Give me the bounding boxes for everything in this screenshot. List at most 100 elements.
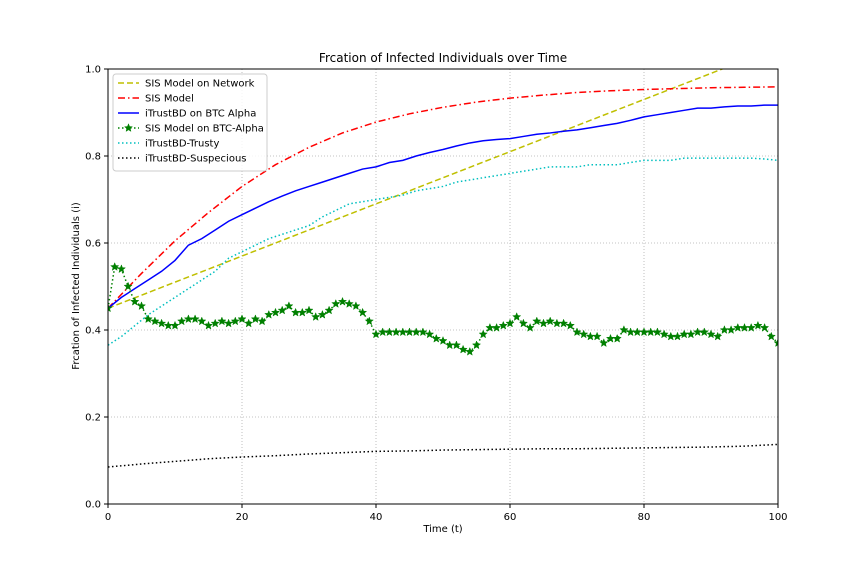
data-point — [156, 318, 167, 328]
series-line — [108, 104, 778, 309]
chart-title: Frcation of Infected Individuals over Ti… — [319, 51, 567, 65]
series-5 — [108, 443, 778, 468]
y-tick-label: 0.4 — [85, 326, 101, 337]
data-point — [759, 322, 770, 332]
data-point — [592, 331, 602, 341]
data-point — [404, 327, 415, 337]
data-point — [458, 344, 468, 354]
legend-label: SIS Model on BTC-Alpha — [145, 124, 264, 135]
data-point — [337, 296, 348, 306]
x-tick-label: 40 — [370, 512, 383, 523]
data-point — [498, 320, 508, 330]
data-point — [465, 346, 475, 356]
series-line — [108, 69, 725, 309]
data-point — [692, 327, 703, 337]
data-point — [558, 318, 569, 328]
data-point — [538, 318, 549, 328]
legend-label: iTrustBD on BTC Alpha — [145, 109, 256, 120]
data-point — [237, 314, 247, 324]
data-point — [646, 327, 656, 337]
data-point — [123, 281, 133, 291]
data-point — [411, 327, 421, 337]
series-line — [108, 86, 778, 309]
data-point — [108, 303, 113, 313]
data-point — [223, 318, 234, 328]
data-point — [257, 316, 267, 326]
legend-label: iTrustBD-Trusty — [145, 139, 219, 150]
legend-label: SIS Model on Network — [145, 79, 255, 90]
data-point — [264, 309, 274, 319]
series-1 — [108, 86, 778, 309]
data-point — [445, 340, 455, 350]
data-point — [357, 307, 368, 317]
series-4 — [108, 157, 778, 346]
data-point — [639, 327, 649, 337]
data-point — [773, 338, 778, 348]
data-point — [418, 327, 428, 337]
data-point — [545, 316, 555, 326]
series-line — [108, 443, 778, 468]
data-point — [612, 333, 622, 343]
data-point — [311, 312, 321, 321]
data-point — [284, 301, 294, 311]
data-point — [585, 331, 596, 341]
data-point — [424, 329, 435, 339]
legend-label: SIS Model — [145, 94, 194, 105]
data-point — [552, 318, 562, 328]
data-point — [250, 314, 261, 324]
data-point — [746, 322, 756, 332]
data-point — [130, 296, 140, 306]
series-3 — [108, 262, 778, 356]
plot-frame — [107, 68, 779, 505]
data-point — [625, 327, 636, 337]
data-point — [351, 301, 361, 311]
data-point — [110, 262, 120, 271]
data-point — [270, 307, 281, 317]
x-tick-label: 0 — [105, 512, 111, 523]
y-axis-label: Frcation of Infected Individuals (i) — [71, 202, 82, 370]
data-point — [632, 327, 642, 337]
data-point — [491, 322, 502, 332]
y-axis-ticks: 0.0 0.2 0.4 0.6 0.8 1.0 — [85, 65, 108, 511]
series-2 — [108, 104, 778, 309]
data-point — [451, 340, 462, 350]
data-point — [572, 327, 582, 337]
data-point — [143, 314, 153, 324]
data-point — [364, 316, 374, 326]
data-point — [277, 305, 287, 315]
data-point — [431, 333, 441, 343]
data-point — [378, 327, 388, 337]
data-point — [565, 320, 575, 330]
data-point — [317, 309, 328, 319]
data-point — [753, 320, 763, 330]
data-point — [177, 316, 187, 326]
data-point — [384, 327, 395, 337]
data-point — [136, 301, 147, 311]
data-point — [512, 312, 522, 321]
x-axis-ticks: 0 20 40 60 80 100 — [105, 504, 788, 523]
data-point — [163, 320, 173, 330]
data-point — [297, 307, 307, 317]
data-point — [391, 327, 401, 337]
x-tick-label: 60 — [504, 512, 517, 523]
data-point — [331, 299, 341, 308]
data-point — [324, 305, 334, 315]
data-point — [525, 322, 535, 332]
data-point — [398, 327, 408, 337]
data-point — [116, 264, 127, 274]
legend: SIS Model on Network SIS Model iTrustBD on… — [112, 73, 268, 172]
data-point — [766, 331, 776, 341]
x-axis-label: Time (t) — [422, 524, 462, 535]
data-point — [579, 329, 589, 339]
data-point — [706, 329, 716, 339]
y-tick-label: 0.0 — [85, 500, 101, 511]
x-tick-label: 80 — [638, 512, 651, 523]
y-tick-label: 0.8 — [85, 152, 101, 163]
data-point — [217, 316, 227, 326]
x-tick-label: 20 — [236, 512, 249, 523]
data-point — [471, 340, 482, 350]
data-point — [699, 327, 709, 337]
data-point — [150, 316, 160, 326]
data-point — [170, 320, 180, 330]
